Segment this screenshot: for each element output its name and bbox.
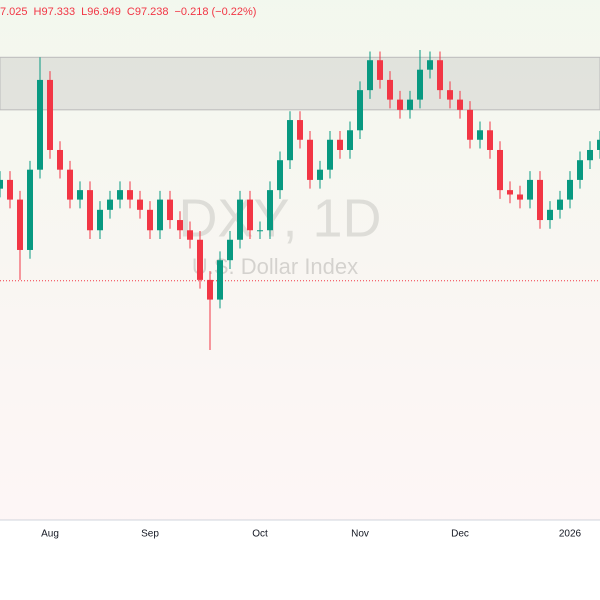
candle-body [297, 120, 303, 140]
candle-body [587, 149, 593, 161]
ohlc-readout: 7.025 H97.333 L96.949 C97.238 −0.218 (−0.22%… [0, 6, 256, 18]
candle-body [457, 99, 463, 110]
candle-body [127, 190, 133, 200]
x-tick-label: 2026 [559, 529, 582, 540]
ohlc-value: L96.949 [81, 6, 121, 18]
ohlc-value: 7.025 [0, 6, 28, 18]
candle-body [497, 149, 503, 191]
candle-body [77, 190, 83, 200]
candle-body [247, 199, 253, 231]
candle-body [547, 209, 553, 221]
candle-body [207, 279, 213, 300]
candle-body [197, 239, 203, 280]
candle-body [317, 169, 323, 180]
candle-body [537, 179, 543, 221]
candle-body [567, 179, 573, 200]
candle-body [427, 60, 433, 70]
candle-body [57, 149, 63, 170]
candle-body [327, 139, 333, 170]
candle-body [417, 69, 423, 100]
candle-body [67, 169, 73, 200]
candle-body [307, 139, 313, 180]
candle-body [87, 190, 93, 231]
candle-body [387, 79, 393, 100]
candle-body [157, 199, 163, 231]
ohlc-value: C97.238 [127, 6, 169, 18]
plot-background [0, 0, 600, 520]
candle-body [407, 99, 413, 110]
candle-body [27, 169, 33, 250]
candle-body [377, 60, 383, 80]
ohlc-value: −0.218 (−0.22%) [174, 6, 256, 18]
candle-body [507, 190, 513, 195]
candle-body [597, 139, 600, 150]
candle-body [217, 260, 223, 300]
candle-body [447, 90, 453, 100]
x-tick-label: Dec [451, 529, 469, 540]
candle-body [107, 199, 113, 210]
candle-body [517, 194, 523, 200]
candle-body [187, 230, 193, 240]
candle-body [337, 139, 343, 150]
candle-body [17, 199, 23, 250]
candle-body [47, 79, 53, 150]
candle-body [97, 209, 103, 231]
candle-body [557, 199, 563, 210]
ohlc-value: H97.333 [34, 6, 76, 18]
candle-body [287, 120, 293, 161]
candle-body [237, 199, 243, 240]
candle-body [117, 190, 123, 200]
watermark-name: U.S. Dollar Index [192, 254, 358, 279]
candle-body [277, 160, 283, 191]
candle-body [577, 160, 583, 180]
x-tick-label: Oct [252, 529, 268, 540]
candle-body [257, 230, 263, 232]
x-tick-label: Aug [41, 529, 59, 540]
candle-body [437, 60, 443, 91]
candle-body [137, 199, 143, 210]
x-tick-label: Sep [141, 529, 159, 540]
candle-body [487, 130, 493, 150]
candle-body [357, 90, 363, 131]
candle-body [397, 99, 403, 110]
candle-body [477, 130, 483, 140]
candle-body [167, 199, 173, 221]
candle-body [37, 79, 43, 170]
candle-body [467, 109, 473, 140]
candle-body [0, 179, 3, 189]
candle-body [7, 179, 13, 200]
candle-body [367, 60, 373, 91]
candle-body [227, 239, 233, 261]
candle-body [267, 190, 273, 231]
candle-body [527, 179, 533, 200]
candle-body [147, 209, 153, 231]
candle-body [177, 220, 183, 231]
x-tick-label: Nov [351, 529, 369, 540]
price-zone [0, 56, 600, 111]
candle-body [347, 130, 353, 150]
